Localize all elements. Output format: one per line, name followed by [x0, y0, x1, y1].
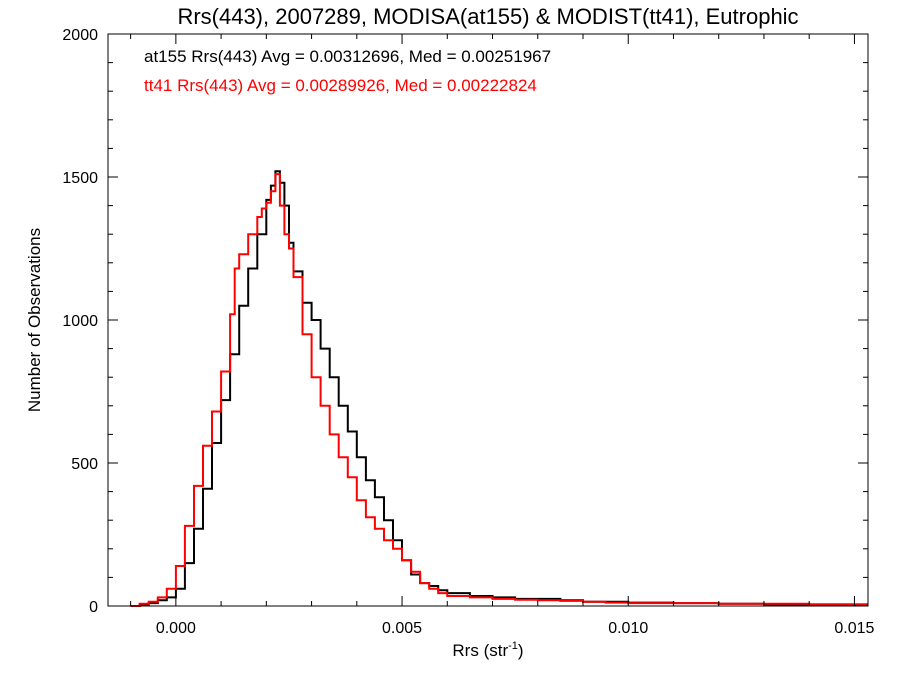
legend-annotation-at155: at155 Rrs(443) Avg = 0.00312696, Med = 0…: [144, 47, 551, 66]
x-tick-label: 0.010: [608, 620, 648, 637]
x-tick-label: 0.015: [834, 620, 874, 637]
plot-frame: [107, 33, 869, 607]
ticks-layer: 0.000 0.005 0.010 0.015 0 500 1000 1500 2000: [62, 27, 874, 637]
y-axis-label: Number of Observations: [25, 228, 44, 412]
x-tick-label: 0.000: [156, 620, 196, 637]
series-line-0: [130, 170, 868, 607]
y-tick-label: 1000: [62, 313, 98, 330]
chart-title: Rrs(443), 2007289, MODISA(at155) & MODIS…: [177, 4, 798, 29]
legend-annotation-tt41: tt41 Rrs(443) Avg = 0.00289926, Med = 0.…: [144, 76, 537, 95]
x-tick-label: 0.005: [382, 620, 422, 637]
y-tick-label: 1500: [62, 170, 98, 187]
x-axis-label-sup: -1: [508, 640, 518, 652]
y-tick-label: 2000: [62, 27, 98, 44]
series-layer: [130, 170, 868, 607]
y-tick-label: 0: [89, 599, 98, 616]
x-axis-label-main: Rrs (str: [452, 641, 508, 660]
x-axis-label: Rrs (str-1): [452, 640, 523, 660]
x-axis-label-end: ): [518, 641, 524, 660]
y-tick-label: 500: [71, 456, 98, 473]
series-line-1: [130, 173, 868, 607]
